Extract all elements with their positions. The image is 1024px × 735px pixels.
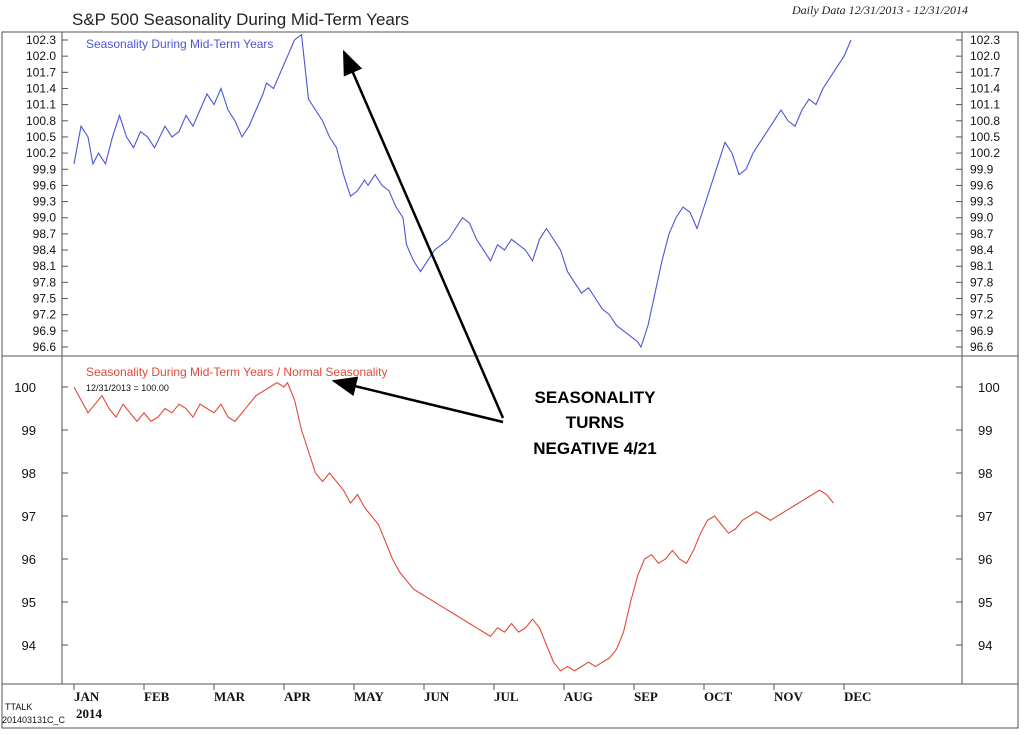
y-tick-label-left: 99 (22, 423, 36, 438)
top-panel-ticks: 102.3 102.3 102.0 102.0 101.7 101.7 101.4 101.4… (26, 33, 1000, 354)
month-label: SEP (634, 689, 658, 704)
y-tick-label-right: 101.1 (970, 98, 1000, 112)
y-tick-label-right: 94 (978, 638, 992, 653)
y-tick-label-right: 101.4 (970, 81, 1000, 95)
y-tick-label-left: 96.9 (33, 324, 57, 338)
month-label: MAY (354, 689, 384, 704)
annotation-line-3: NEGATIVE 4/21 (533, 439, 656, 458)
y-tick-label-left: 101.1 (26, 98, 56, 112)
y-tick-label-left: 94 (22, 638, 36, 653)
y-tick-label-left: 100.5 (26, 130, 56, 144)
y-tick-label-right: 96.9 (970, 324, 994, 338)
top-series-legend: Seasonality During Mid-Term Years (86, 37, 273, 51)
y-tick-label-right: 102.3 (970, 33, 1000, 47)
y-tick-label-right: 97.2 (970, 308, 994, 322)
y-tick-label-left: 96 (22, 552, 36, 567)
month-label: DEC (844, 689, 871, 704)
y-tick-label-right: 100.8 (970, 114, 1000, 128)
y-tick-label-right: 101.7 (970, 65, 1000, 79)
date-range-label: Daily Data 12/31/2013 - 12/31/2014 (791, 3, 968, 17)
y-tick-label-right: 99.9 (970, 162, 994, 176)
y-tick-label-right: 97 (978, 509, 992, 524)
y-tick-label-right: 100.5 (970, 130, 1000, 144)
source-code: TTALK (5, 702, 32, 712)
y-tick-label-right: 98 (978, 466, 992, 481)
y-tick-label-right: 102.0 (970, 49, 1000, 63)
y-tick-label-left: 98 (22, 466, 36, 481)
y-tick-label-right: 99.0 (970, 211, 994, 225)
y-tick-label-right: 95 (978, 595, 992, 610)
month-label: AUG (564, 689, 593, 704)
bottom-series-legend: Seasonality During Mid-Term Years / Norm… (86, 365, 387, 379)
y-tick-label-right: 96.6 (970, 340, 994, 354)
arrow-to-top-peak (342, 49, 505, 419)
annotation: SEASONALITY TURNS NEGATIVE 4/21 (533, 388, 656, 458)
bottom-panel-ticks: 100 100 99 99 98 98 97 97 96 96 95 95 94 94 (14, 380, 999, 653)
month-label: JUN (424, 689, 450, 704)
month-label: APR (284, 689, 311, 704)
y-tick-label-right: 98.7 (970, 227, 994, 241)
arrow-to-bottom-peak (331, 376, 504, 424)
y-tick-label-left: 101.4 (26, 81, 56, 95)
month-label: MAR (214, 689, 246, 704)
outer-frame (1, 31, 1019, 729)
baseline-note: 12/31/2013 = 100.00 (86, 383, 169, 393)
y-tick-label-right: 99.3 (970, 195, 994, 209)
year-label: 2014 (76, 706, 103, 721)
month-labels: JAN FEB MAR APR MAY JUN JUL AUG SEP OCT NOV DEC (73, 684, 871, 704)
y-tick-label-right: 99.6 (970, 178, 994, 192)
y-tick-label-left: 97.2 (33, 308, 57, 322)
y-tick-label-left: 101.7 (26, 65, 56, 79)
y-tick-label-left: 97.5 (33, 292, 57, 306)
y-tick-label-left: 98.7 (33, 227, 57, 241)
y-tick-label-left: 99.6 (33, 178, 57, 192)
y-tick-label-right: 96 (978, 552, 992, 567)
y-tick-label-right: 97.8 (970, 275, 994, 289)
month-label: OCT (704, 689, 733, 704)
annotation-line-2: TURNS (566, 413, 625, 432)
top-series-line (73, 33, 852, 349)
y-tick-label-left: 98.1 (33, 259, 57, 273)
y-tick-label-left: 99.9 (33, 162, 57, 176)
y-tick-label-right: 100 (978, 380, 1000, 395)
y-tick-label-left: 98.4 (33, 243, 57, 257)
chart-id: 201403131C_C (2, 715, 66, 725)
y-tick-label-left: 102.0 (26, 49, 56, 63)
y-tick-label-right: 99 (978, 423, 992, 438)
y-tick-label-left: 100.8 (26, 114, 56, 128)
month-label: JUL (494, 689, 519, 704)
month-label: FEB (144, 689, 170, 704)
month-label: NOV (774, 689, 804, 704)
y-tick-label-left: 99.3 (33, 195, 57, 209)
y-tick-label-left: 97 (22, 509, 36, 524)
month-label: JAN (74, 689, 100, 704)
y-tick-label-left: 100 (14, 380, 36, 395)
y-tick-label-right: 98.1 (970, 259, 994, 273)
y-tick-label-left: 97.8 (33, 275, 57, 289)
y-tick-label-right: 98.4 (970, 243, 994, 257)
annotation-line-1: SEASONALITY (535, 388, 657, 407)
bottom-series-line (73, 381, 834, 672)
chart-title: S&P 500 Seasonality During Mid-Term Year… (72, 10, 409, 29)
y-tick-label-left: 102.3 (26, 33, 56, 47)
y-tick-label-left: 100.2 (26, 146, 56, 160)
y-tick-label-left: 96.6 (33, 340, 57, 354)
y-tick-label-right: 100.2 (970, 146, 1000, 160)
y-tick-label-left: 95 (22, 595, 36, 610)
y-tick-label-left: 99.0 (33, 211, 57, 225)
y-tick-label-right: 97.5 (970, 292, 994, 306)
